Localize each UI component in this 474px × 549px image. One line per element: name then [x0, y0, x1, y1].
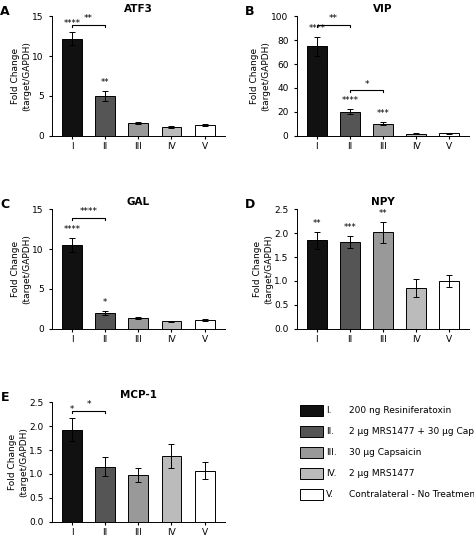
Text: ****: ****: [64, 225, 81, 234]
Text: **: **: [101, 78, 109, 87]
Bar: [62, 39, 82, 136]
Text: V.: V.: [326, 490, 334, 498]
Title: VIP: VIP: [374, 4, 393, 14]
Text: C: C: [0, 198, 9, 210]
Bar: [307, 240, 327, 328]
Bar: [162, 127, 182, 136]
Title: NPY: NPY: [371, 197, 395, 208]
Bar: [301, 426, 323, 437]
Bar: [195, 470, 215, 522]
Y-axis label: Fold Change
(target/GAPDH): Fold Change (target/GAPDH): [11, 234, 31, 304]
Bar: [128, 475, 148, 522]
Y-axis label: Fold Change
(target/GAPDH): Fold Change (target/GAPDH): [250, 41, 270, 111]
Bar: [406, 288, 426, 328]
Bar: [195, 320, 215, 328]
Text: **: **: [329, 14, 338, 24]
Text: I.: I.: [326, 406, 332, 415]
Title: GAL: GAL: [127, 197, 150, 208]
Text: III.: III.: [326, 448, 337, 457]
Text: 2 μg MRS1477 + 30 μg Capsaicin: 2 μg MRS1477 + 30 μg Capsaicin: [348, 427, 474, 436]
Bar: [301, 468, 323, 479]
Bar: [95, 96, 115, 136]
Text: Contralateral - No Treatment: Contralateral - No Treatment: [348, 490, 474, 498]
Text: A: A: [0, 4, 10, 18]
Bar: [406, 134, 426, 136]
Bar: [95, 313, 115, 328]
Text: **: **: [84, 14, 93, 24]
Bar: [162, 456, 182, 522]
Bar: [340, 112, 360, 136]
Bar: [162, 321, 182, 328]
Text: 30 μg Capsaicin: 30 μg Capsaicin: [348, 448, 421, 457]
Text: ****: ****: [308, 24, 325, 32]
Text: ****: ****: [64, 19, 81, 28]
Text: 2 μg MRS1477: 2 μg MRS1477: [348, 469, 414, 478]
Y-axis label: Fold Change
(target/GAPDH): Fold Change (target/GAPDH): [11, 41, 31, 111]
Text: IV.: IV.: [326, 469, 337, 478]
Title: MCP-1: MCP-1: [120, 390, 157, 400]
Text: 200 ng Resiniferatoxin: 200 ng Resiniferatoxin: [348, 406, 451, 415]
Bar: [62, 245, 82, 328]
Bar: [373, 124, 393, 136]
Bar: [62, 429, 82, 522]
Text: **: **: [312, 219, 321, 228]
Text: **: **: [379, 209, 387, 217]
Text: *: *: [86, 400, 91, 410]
Text: ****: ****: [341, 96, 358, 105]
Bar: [301, 447, 323, 458]
Title: ATF3: ATF3: [124, 4, 153, 14]
Text: *: *: [103, 298, 107, 307]
Y-axis label: Fold Change
(target/GAPDH): Fold Change (target/GAPDH): [253, 234, 273, 304]
Bar: [340, 242, 360, 328]
Bar: [195, 125, 215, 136]
Text: *: *: [70, 405, 74, 413]
Text: ***: ***: [344, 223, 356, 232]
Bar: [95, 467, 115, 522]
Bar: [439, 133, 459, 136]
Text: B: B: [245, 4, 255, 18]
Bar: [301, 405, 323, 416]
Text: II.: II.: [326, 427, 334, 436]
Bar: [439, 281, 459, 328]
Bar: [373, 232, 393, 328]
Text: E: E: [0, 390, 9, 404]
Bar: [128, 318, 148, 328]
Bar: [307, 46, 327, 136]
Y-axis label: Fold Change
(target/GAPDH): Fold Change (target/GAPDH): [8, 427, 28, 497]
Text: *: *: [364, 80, 369, 89]
Text: D: D: [245, 198, 255, 210]
Bar: [128, 123, 148, 136]
Bar: [301, 489, 323, 500]
Text: ***: ***: [377, 109, 390, 117]
Text: ****: ****: [80, 208, 98, 216]
